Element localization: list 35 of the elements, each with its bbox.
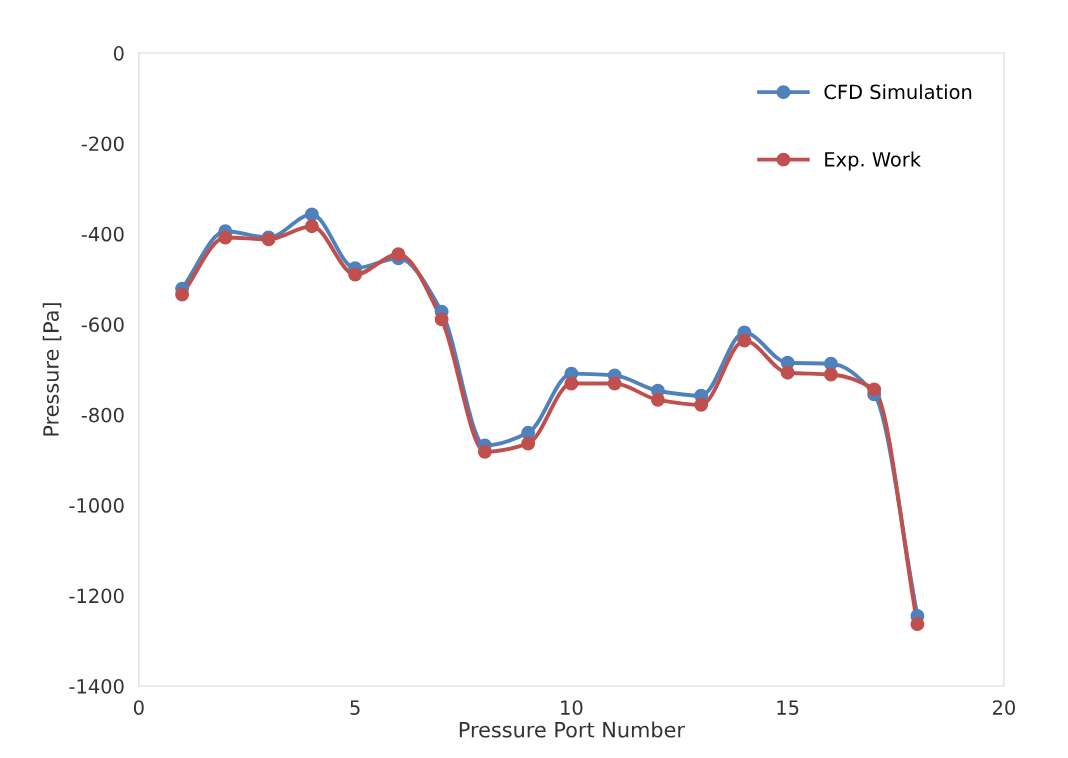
point <box>477 444 492 459</box>
y-tick-label: -1000 <box>69 498 124 513</box>
y-tick-label: 0 <box>113 46 124 61</box>
point <box>391 247 406 262</box>
point <box>867 382 882 397</box>
y-tick-label: -1200 <box>69 588 124 604</box>
y-tick-label: -1400 <box>69 678 124 694</box>
x-tick-label: 0 <box>133 700 144 715</box>
point <box>564 376 579 391</box>
y-tick-label: -200 <box>81 136 124 152</box>
point <box>304 219 319 234</box>
x-axis-title: Pressure Port Number <box>459 721 685 738</box>
x-tick-label: 20 <box>992 700 1015 715</box>
x-tick-label: 5 <box>350 700 360 715</box>
point <box>780 365 795 380</box>
y-tick-label: -800 <box>81 407 124 423</box>
point <box>607 376 622 391</box>
legend-label: Exp. Work <box>825 151 921 171</box>
point <box>218 230 233 245</box>
point <box>694 397 709 412</box>
point <box>434 312 449 327</box>
point <box>650 392 665 407</box>
y-tick-label: -600 <box>81 317 124 332</box>
point <box>348 267 363 282</box>
point <box>521 436 536 451</box>
x-tick-label: 10 <box>561 700 583 715</box>
y-axis-title: Pressure [Pa] <box>42 303 62 436</box>
legend-label: CFD Simulation <box>824 84 972 100</box>
point <box>175 287 190 302</box>
point <box>304 207 319 222</box>
point <box>910 617 925 631</box>
point <box>737 333 752 348</box>
x-tick-label: 15 <box>777 700 799 715</box>
y-tick-label: -400 <box>81 226 124 242</box>
point <box>823 367 838 382</box>
